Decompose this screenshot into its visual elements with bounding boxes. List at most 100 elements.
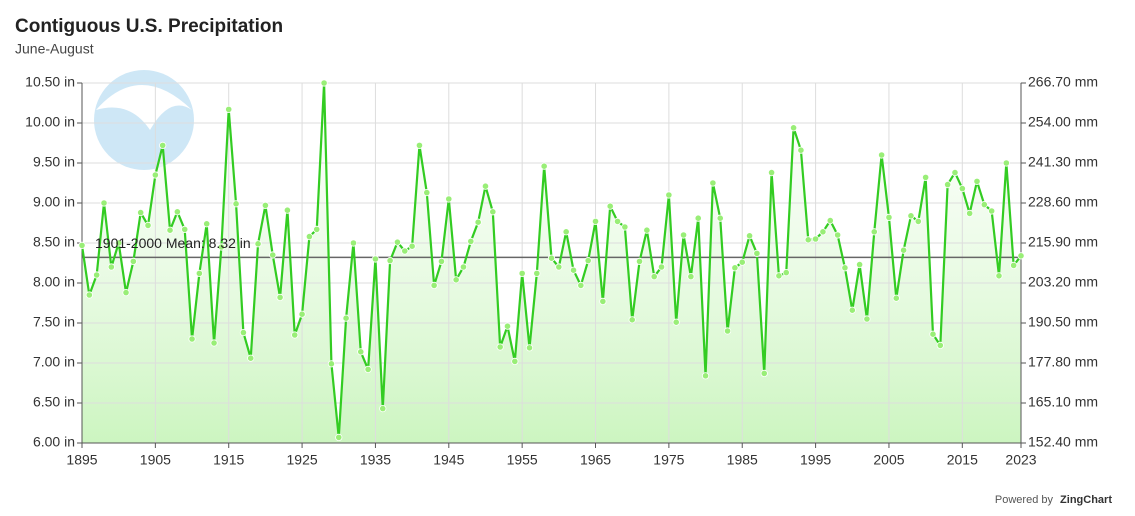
data-point [731, 264, 739, 272]
logo-text: NOAA [123, 87, 164, 103]
data-point [966, 209, 974, 217]
data-point [841, 264, 849, 272]
data-point [239, 328, 247, 337]
data-point [885, 213, 893, 221]
data-point [665, 191, 673, 199]
data-point [401, 247, 409, 255]
data-point [496, 343, 504, 351]
data-point [217, 243, 225, 251]
data-point [591, 217, 600, 225]
data-point [723, 327, 732, 335]
data-point [834, 231, 842, 239]
data-point [907, 212, 915, 220]
data-point [613, 217, 622, 225]
data-point [518, 269, 526, 277]
x-tick-label: 1895 [66, 452, 97, 468]
data-point [305, 233, 314, 241]
data-point [980, 201, 988, 209]
data-point [159, 141, 167, 149]
y-tick-label: 10.50 in [25, 74, 75, 90]
y2-tick-label: 152.40 mm [1028, 434, 1098, 450]
y2-tick-label: 228.60 mm [1028, 194, 1098, 210]
data-point [1010, 261, 1018, 269]
data-point [863, 315, 871, 323]
data-point [225, 105, 233, 114]
data-point [856, 260, 864, 269]
x-tick-label: 1955 [507, 452, 538, 468]
data-point [936, 341, 944, 349]
data-point [342, 314, 350, 322]
data-point [811, 235, 820, 243]
y2-tick-label: 241.30 mm [1028, 154, 1098, 170]
data-point [452, 276, 460, 284]
data-point [122, 288, 130, 297]
chart-title: Contiguous U.S. Precipitation [15, 16, 283, 37]
data-point [547, 254, 556, 262]
y2-tick-label: 177.80 mm [1028, 354, 1098, 370]
data-point [379, 404, 387, 413]
x-tick-label: 1945 [433, 452, 464, 468]
data-point [599, 297, 607, 305]
data-point [951, 169, 959, 177]
data-point [922, 173, 930, 181]
y-tick-label: 10.00 in [25, 114, 75, 130]
data-point [562, 228, 570, 236]
data-point [100, 199, 108, 207]
chart-subtitle: June-August [15, 41, 94, 57]
mean-label: 1901-2000 Mean: 8.32 in [95, 235, 251, 251]
y2-tick-label: 266.70 mm [1028, 74, 1098, 90]
data-point [789, 124, 798, 132]
data-point [430, 281, 438, 289]
data-point [687, 272, 695, 281]
data-point [819, 228, 827, 236]
credit-prefix: Powered by [995, 494, 1054, 506]
x-tick-label: 2023 [1005, 452, 1036, 468]
data-point [349, 239, 358, 247]
logo: NOAA [94, 70, 194, 170]
data-point [900, 246, 908, 254]
data-point [782, 268, 790, 277]
data-point [643, 226, 651, 234]
data-point [210, 339, 218, 347]
x-tick-label: 1915 [213, 452, 244, 468]
data-point [137, 209, 145, 217]
data-point [533, 269, 541, 277]
data-point [283, 206, 292, 214]
data-point [203, 220, 211, 228]
credit-brand: ZingChart [1060, 494, 1112, 506]
data-point [826, 217, 834, 225]
data-point [503, 322, 512, 330]
data-point [408, 242, 416, 250]
data-point [848, 306, 856, 314]
data-point [107, 263, 115, 271]
data-point [738, 258, 746, 266]
data-point [144, 221, 152, 229]
data-point [320, 79, 328, 87]
data-point [775, 272, 783, 280]
data-point [760, 369, 768, 377]
data-point [1002, 159, 1010, 167]
data-point [753, 249, 761, 257]
x-tick-label: 2005 [873, 452, 904, 468]
data-point [650, 272, 658, 281]
y2-tick-label: 203.20 mm [1028, 274, 1098, 290]
data-point [635, 257, 644, 265]
x-tick-label: 1975 [653, 452, 684, 468]
data-point [716, 214, 724, 222]
data-point [569, 266, 578, 274]
data-point [254, 240, 262, 248]
data-point [129, 257, 137, 265]
data-point [181, 225, 189, 233]
data-point [115, 239, 123, 247]
data-point [364, 365, 372, 373]
data-point [327, 360, 336, 368]
y2-tick-label: 190.50 mm [1028, 314, 1098, 330]
data-point [291, 331, 299, 339]
data-point [247, 354, 255, 362]
y-tick-label: 8.00 in [33, 274, 75, 290]
area [82, 83, 1021, 443]
data-point [467, 237, 475, 245]
data-point [577, 281, 585, 289]
data-point [511, 357, 519, 365]
